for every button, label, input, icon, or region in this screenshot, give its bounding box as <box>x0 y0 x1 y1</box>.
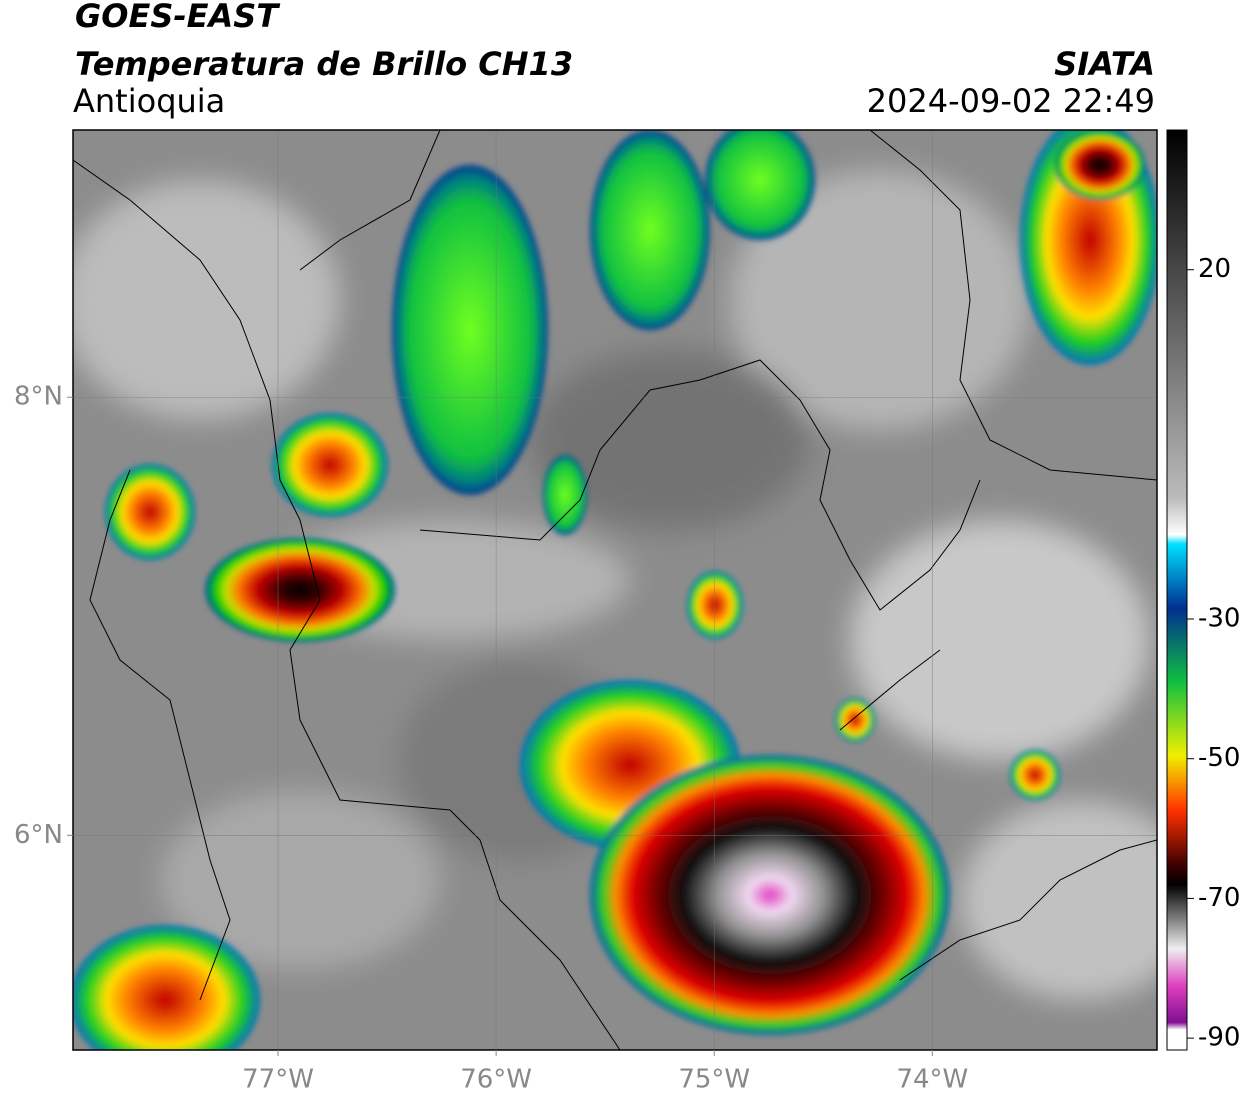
colorbar-tick-label: -70 <box>1198 883 1240 913</box>
satellite-image <box>73 130 1157 1050</box>
grid <box>73 130 1157 1050</box>
colorbar <box>1166 129 1188 1051</box>
colorbar-tick-label: -50 <box>1198 743 1240 773</box>
source: SIATA <box>1054 45 1155 83</box>
subtitle: Temperatura de Brillo CH13 <box>75 45 573 83</box>
colorbar-tick-label: 20 <box>1198 254 1231 284</box>
y-tick-label: 6°N <box>14 820 63 850</box>
colorbar-tick-label: -90 <box>1198 1023 1240 1053</box>
x-tick-label: 77°W <box>242 1065 314 1095</box>
title: GOES-EAST <box>75 0 280 35</box>
timestamp: 2024-09-02 22:49 <box>867 82 1155 120</box>
map-frame <box>72 129 1158 1051</box>
y-tick-label: 8°N <box>14 382 63 412</box>
x-tick-label: 74°W <box>896 1065 968 1095</box>
x-tick-label: 75°W <box>678 1065 750 1095</box>
x-tick-label: 76°W <box>460 1065 532 1095</box>
colorbar-tick-label: -30 <box>1198 603 1240 633</box>
region: Antioquia <box>73 82 225 120</box>
